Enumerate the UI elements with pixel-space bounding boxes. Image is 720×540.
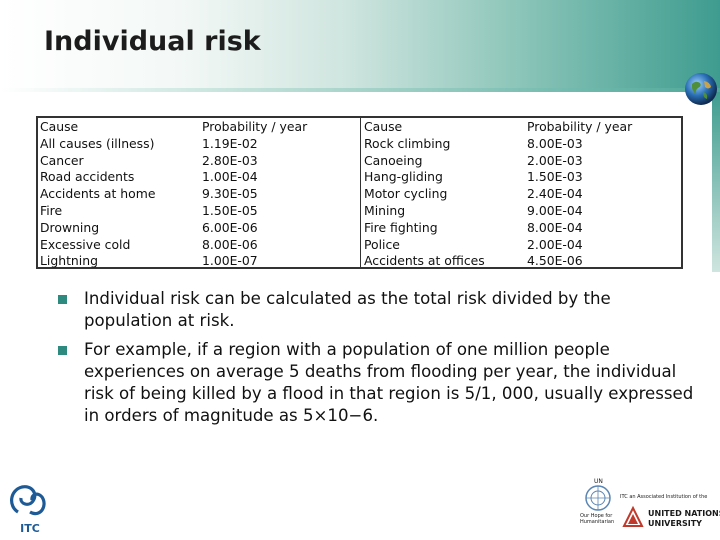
table-cell: 2.40E-04 (527, 186, 583, 202)
table-header: Cause (40, 119, 79, 134)
un-university-line1: UNITED NATIONS (648, 509, 720, 518)
bullet-text: For example, if a region with a populati… (84, 340, 694, 425)
title-rule (0, 88, 720, 92)
un-emblem-icon (585, 485, 611, 511)
table-cell: 9.30E-05 (202, 186, 258, 202)
table-cell: Fire (40, 202, 63, 218)
decorative-side-bar (712, 92, 720, 272)
table-column-cause-right: Cause Rock climbing Canoeing Hang-glidin… (360, 118, 522, 269)
table-cell: Fire fighting (364, 219, 438, 235)
table-cell: 1.19E-02 (202, 135, 258, 151)
table-cell: 4.50E-06 (527, 253, 583, 269)
un-text: UN (594, 478, 603, 485)
table-cell: 9.00E-04 (527, 202, 583, 218)
square-bullet-icon (58, 346, 67, 355)
globe-icon (685, 73, 717, 105)
table-cell: Excessive cold (40, 236, 131, 252)
table-cell: Lightning (40, 253, 98, 269)
table-column-probability-right: Probability / year 8.00E-03 2.00E-03 1.5… (524, 118, 681, 269)
table-cell: 1.50E-05 (202, 202, 258, 218)
table-header: Probability / year (527, 119, 633, 134)
bullet-list: Individual risk can be calculated as the… (58, 288, 698, 434)
un-university-line2: UNIVERSITY (648, 519, 702, 528)
un-motto: Our Hope for Humanitarian (580, 513, 615, 525)
table-cell: Cancer (40, 152, 84, 168)
table-cell: Accidents at offices (364, 253, 485, 269)
table-cell: All causes (illness) (40, 135, 155, 151)
title-band (0, 0, 720, 92)
table-cell: 1.00E-07 (202, 253, 258, 269)
table-cell: Police (364, 236, 400, 252)
table-cell: Rock climbing (364, 135, 451, 151)
itc-swirl-icon (10, 485, 46, 516)
table-cell: Road accidents (40, 169, 135, 185)
itc-logo-text: ITC (20, 522, 40, 535)
table-cell: 2.00E-04 (527, 236, 583, 252)
un-university-icon (622, 506, 644, 527)
table-cell: 2.00E-03 (527, 152, 583, 168)
table-cell: 8.00E-03 (527, 135, 583, 151)
itc-associated-text: ITC an Associated Institution of the (620, 494, 708, 500)
square-bullet-icon (58, 295, 67, 304)
risk-table: Cause All causes (illness) Cancer Road a… (36, 116, 683, 269)
table-cell: Canoeing (364, 152, 423, 168)
table-header: Probability / year (202, 119, 308, 134)
slide-title: Individual risk (44, 26, 261, 57)
table-cell: 1.50E-03 (527, 169, 583, 185)
table-cell: 6.00E-06 (202, 219, 258, 235)
table-cell: 2.80E-03 (202, 152, 258, 168)
table-column-cause-left: Cause All causes (illness) Cancer Road a… (38, 118, 198, 269)
itc-logo: ITC (10, 485, 46, 535)
table-cell: 8.00E-04 (527, 219, 583, 235)
table-cell: Hang-gliding (364, 169, 443, 185)
table-cell: 1.00E-04 (202, 169, 258, 185)
bullet-item: Individual risk can be calculated as the… (58, 288, 698, 332)
table-cell: Mining (364, 202, 406, 218)
table-cell: 8.00E-06 (202, 236, 258, 252)
table-column-probability-left: Probability / year 1.19E-02 2.80E-03 1.0… (200, 118, 360, 269)
bullet-item: For example, if a region with a populati… (58, 339, 698, 427)
table-cell: Drowning (40, 219, 100, 235)
table-cell: Motor cycling (364, 186, 448, 202)
table-header: Cause (364, 119, 403, 134)
footer-logos: UN Our Hope for Humanitarian ITC an Asso… (580, 478, 720, 536)
table-cell: Accidents at home (40, 186, 156, 202)
bullet-text: Individual risk can be calculated as the… (84, 289, 611, 330)
